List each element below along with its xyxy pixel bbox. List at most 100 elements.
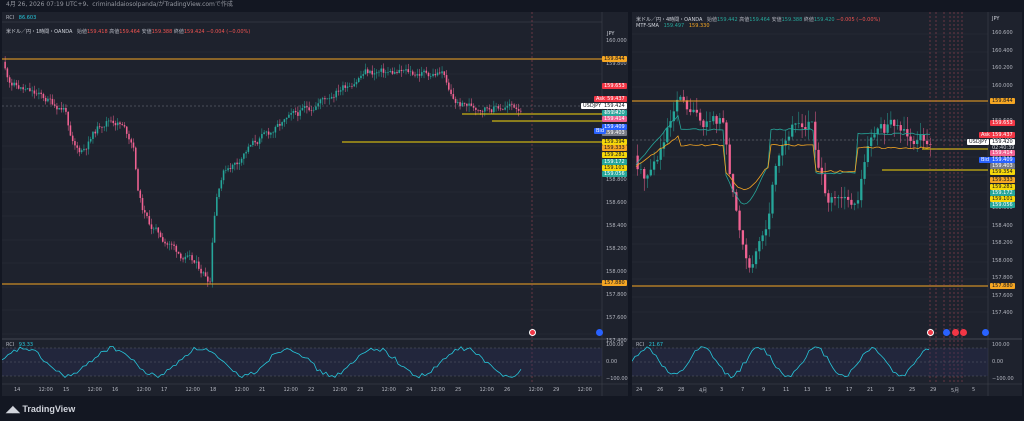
candle-body xyxy=(679,96,682,100)
flag-icon[interactable] xyxy=(982,329,989,336)
candle-body xyxy=(889,119,893,125)
candle-body xyxy=(231,164,234,169)
candle-body xyxy=(33,90,36,94)
price-tag: 159.281 xyxy=(602,152,627,158)
candle-body xyxy=(321,98,324,100)
candle-body xyxy=(276,124,279,127)
rci-tick: 100.00 xyxy=(992,342,1010,348)
left-legend: 米ドル／円・1時間・OANDA 始値159.418 高値159.464 安値15… xyxy=(6,29,251,35)
symbol-line[interactable]: 米ドル／円・1時間・OANDA xyxy=(6,29,73,35)
candle-body xyxy=(856,200,860,204)
time-tick: 12:00 xyxy=(479,387,494,393)
candle-body xyxy=(42,93,45,98)
candle-body xyxy=(337,90,340,92)
candle-body xyxy=(306,106,308,108)
candle-body xyxy=(143,210,146,213)
candle-body xyxy=(254,140,256,143)
candle-body xyxy=(240,158,243,163)
time-tick: 18 xyxy=(210,387,217,393)
price-tag: 159.437 xyxy=(990,132,1015,138)
candle-body xyxy=(218,188,220,198)
time-tick: 12:00 xyxy=(38,387,53,393)
time-tick: 3 xyxy=(720,387,724,393)
time-tick: 12:00 xyxy=(136,387,151,393)
candle-body xyxy=(794,123,797,125)
candle-body xyxy=(344,85,346,88)
alert-icon[interactable] xyxy=(952,329,959,336)
candle-body xyxy=(902,129,906,131)
candle-body xyxy=(468,103,470,106)
candle-body xyxy=(85,148,87,150)
time-tick: 12:00 xyxy=(528,387,543,393)
right-chart-pane[interactable]: 米ドル／円・4時間・OANDA 始値159.442 高値159.464 安値15… xyxy=(632,12,1022,396)
price-tick: 157.600 xyxy=(992,292,1013,299)
candle-body xyxy=(929,144,932,145)
candle-body xyxy=(499,108,502,110)
candle-body xyxy=(103,126,106,128)
rci-tick: 0.00 xyxy=(992,359,1004,365)
candle-body xyxy=(840,197,843,199)
left-chart-canvas[interactable] xyxy=(2,12,628,396)
candle-body xyxy=(76,145,78,148)
candle-body xyxy=(31,90,33,92)
candle-body xyxy=(44,97,47,102)
price-tick: 157.400 xyxy=(992,310,1013,316)
flag-icon[interactable] xyxy=(943,329,950,336)
time-tick: 16 xyxy=(112,387,119,393)
candle-body xyxy=(315,106,317,110)
alert-icon[interactable] xyxy=(960,329,967,336)
candle-body xyxy=(339,90,342,92)
candle-body xyxy=(876,128,879,135)
candle-body xyxy=(764,229,768,236)
candle-body xyxy=(738,210,741,231)
time-tick: 12:00 xyxy=(430,387,445,393)
candle-body xyxy=(393,72,396,74)
candle-body xyxy=(830,197,833,203)
candle-body xyxy=(285,117,288,120)
time-tick: 7 xyxy=(741,387,745,393)
candle-body xyxy=(92,131,94,139)
symbol-line[interactable]: 米ドル／円・4時間・OANDA xyxy=(636,17,703,23)
candle-body xyxy=(22,87,24,90)
candle-body xyxy=(846,196,850,200)
candle-body xyxy=(60,107,63,110)
candle-body xyxy=(290,112,292,115)
candle-body xyxy=(384,72,387,74)
price-tick: 160.000 xyxy=(992,82,1013,89)
right-chart-canvas[interactable] xyxy=(632,12,1022,396)
time-tick: 17 xyxy=(846,387,853,393)
candle-body xyxy=(405,69,407,71)
candle-body xyxy=(682,96,685,101)
candle-body xyxy=(265,131,268,133)
candle-body xyxy=(463,102,466,104)
price-tick: 160.000 xyxy=(606,38,627,44)
price-tag: 159.437 xyxy=(602,96,627,102)
candle-body xyxy=(735,192,738,211)
candle-body xyxy=(159,232,162,238)
candle-body xyxy=(457,102,459,103)
candle-body xyxy=(139,190,142,198)
price-tag: 159.403 xyxy=(602,130,627,136)
candle-body xyxy=(11,82,13,86)
left-chart-pane[interactable]: RCI 86.603 米ドル／円・1時間・OANDA 始値159.418 高値1… xyxy=(2,12,628,396)
candle-body xyxy=(71,135,74,142)
flag-icon[interactable] xyxy=(596,329,603,336)
candle-body xyxy=(175,245,178,252)
price-tag: 159.101 xyxy=(990,196,1015,202)
candle-body xyxy=(853,203,856,205)
time-tick: 29 xyxy=(553,387,560,393)
candle-body xyxy=(184,256,187,260)
price-tick: 160.200 xyxy=(992,65,1013,71)
alert-icon[interactable] xyxy=(529,329,536,336)
candle-body xyxy=(123,125,126,127)
time-tick: 5 xyxy=(972,387,976,393)
sma-line xyxy=(635,135,931,191)
alert-icon[interactable] xyxy=(927,329,934,336)
candle-body xyxy=(400,69,403,72)
candle-body xyxy=(672,111,675,122)
currency-label: JPY xyxy=(605,31,617,37)
price-tick: 158.400 xyxy=(606,222,627,229)
rci-bottom-label: RCI xyxy=(636,342,645,348)
rci-tick: −100.00 xyxy=(992,376,1014,382)
candle-body xyxy=(402,70,405,72)
